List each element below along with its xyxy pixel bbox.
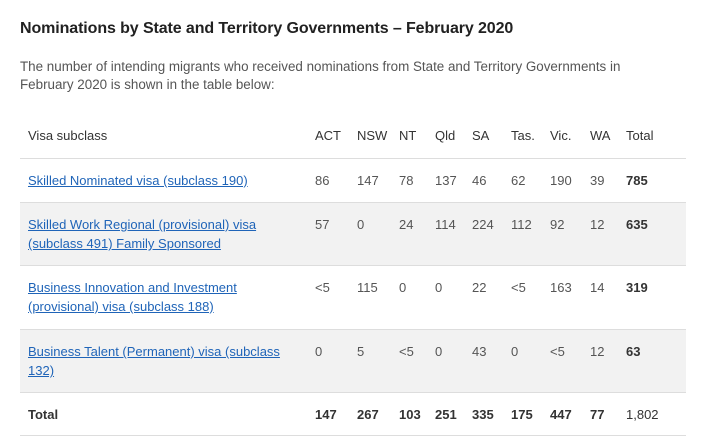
value-cell-vic: 163 (550, 265, 590, 330)
total-cell-vic: 447 (550, 392, 590, 436)
intro-paragraph: The number of intending migrants who rec… (20, 59, 621, 92)
value-cell-nsw: 115 (357, 265, 399, 330)
header-total: Total (626, 112, 686, 159)
header-act: ACT (315, 112, 357, 159)
value-cell-nt: 0 (399, 265, 435, 330)
value-cell-sa: 46 (472, 158, 511, 203)
value-cell-vic: 92 (550, 202, 590, 266)
value-cell-qld: 0 (435, 265, 472, 330)
total-cell-act: 147 (315, 392, 357, 436)
value-cell-act: 0 (315, 329, 357, 393)
value-cell-vic: <5 (550, 329, 590, 393)
value-cell-nsw: 0 (357, 202, 399, 266)
total-cell-nsw: 267 (357, 392, 399, 436)
value-cell-sa: 43 (472, 329, 511, 393)
visa-cell: Skilled Work Regional (provisional) visa… (20, 202, 315, 266)
table-header-row: Visa subclass ACT NSW NT Qld SA Tas. Vic… (20, 112, 686, 159)
value-cell-wa: 39 (590, 158, 626, 203)
value-cell-tas: <5 (511, 265, 550, 330)
value-cell-nt: 24 (399, 202, 435, 266)
value-cell-qld: 114 (435, 202, 472, 266)
visa-cell: Business Talent (Permanent) visa (subcla… (20, 329, 315, 393)
value-cell-qld: 137 (435, 158, 472, 203)
value-cell-tas: 62 (511, 158, 550, 203)
value-cell-nsw: 5 (357, 329, 399, 393)
value-cell-act: 86 (315, 158, 357, 203)
header-qld: Qld (435, 112, 472, 159)
table-total-row: Total 147 267 103 251 335 175 447 77 1,8… (20, 392, 686, 436)
value-cell-vic: 190 (550, 158, 590, 203)
visa-link-subclass-190[interactable]: Skilled Nominated visa (subclass 190) (28, 173, 248, 188)
value-cell-total: 785 (626, 158, 686, 203)
header-nsw: NSW (357, 112, 399, 159)
value-cell-nt: <5 (399, 329, 435, 393)
total-label: Total (20, 392, 315, 436)
total-cell-wa: 77 (590, 392, 626, 436)
header-vic: Vic. (550, 112, 590, 159)
visa-link-subclass-491[interactable]: Skilled Work Regional (provisional) visa… (28, 217, 257, 251)
header-sa: SA (472, 112, 511, 159)
total-cell-sa: 335 (472, 392, 511, 436)
value-cell-nsw: 147 (357, 158, 399, 203)
value-cell-act: <5 (315, 265, 357, 330)
header-tas: Tas. (511, 112, 550, 159)
value-cell-wa: 12 (590, 329, 626, 393)
header-visa-subclass: Visa subclass (20, 112, 315, 159)
total-cell-qld: 251 (435, 392, 472, 436)
page-title: Nominations by State and Territory Gover… (20, 20, 514, 37)
value-cell-sa: 224 (472, 202, 511, 266)
value-cell-wa: 14 (590, 265, 626, 330)
grand-total-cell: 1,802 (626, 392, 686, 436)
value-cell-total: 63 (626, 329, 686, 393)
value-cell-wa: 12 (590, 202, 626, 266)
header-nt: NT (399, 112, 435, 159)
visa-cell: Business Innovation and Investment (prov… (20, 265, 315, 330)
value-cell-tas: 112 (511, 202, 550, 266)
table-row: Skilled Nominated visa (subclass 190) 86… (20, 158, 686, 203)
visa-link-subclass-132[interactable]: Business Talent (Permanent) visa (subcla… (28, 344, 280, 378)
value-cell-tas: 0 (511, 329, 550, 393)
value-cell-total: 635 (626, 202, 686, 266)
value-cell-sa: 22 (472, 265, 511, 330)
table-row: Business Talent (Permanent) visa (subcla… (20, 329, 686, 393)
value-cell-qld: 0 (435, 329, 472, 393)
header-wa: WA (590, 112, 626, 159)
value-cell-act: 57 (315, 202, 357, 266)
table-row: Business Innovation and Investment (prov… (20, 265, 686, 330)
table-row: Skilled Work Regional (provisional) visa… (20, 202, 686, 266)
nominations-table: Visa subclass ACT NSW NT Qld SA Tas. Vic… (20, 112, 686, 436)
total-cell-tas: 175 (511, 392, 550, 436)
value-cell-total: 319 (626, 265, 686, 330)
value-cell-nt: 78 (399, 158, 435, 203)
total-cell-nt: 103 (399, 392, 435, 436)
visa-link-subclass-188[interactable]: Business Innovation and Investment (prov… (28, 280, 237, 314)
visa-cell: Skilled Nominated visa (subclass 190) (20, 158, 315, 203)
